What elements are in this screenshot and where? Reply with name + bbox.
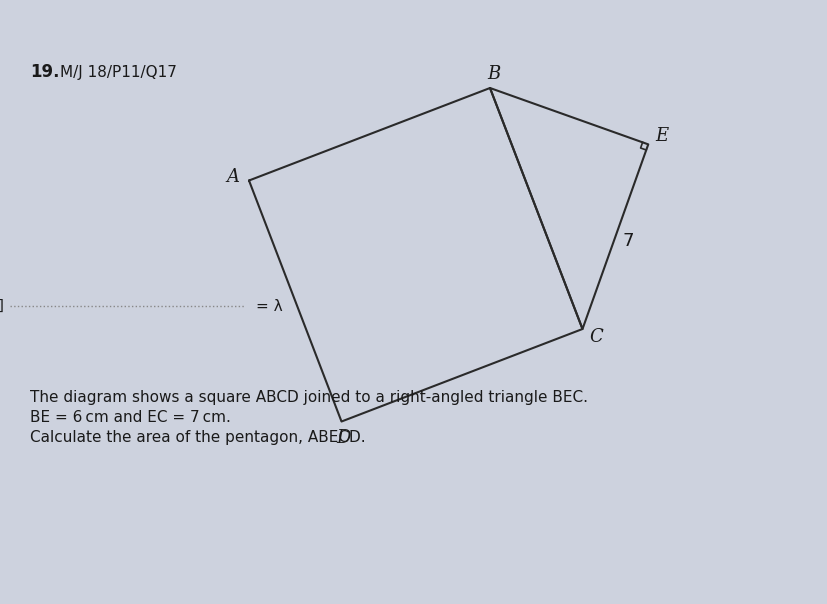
Text: E: E: [655, 127, 668, 146]
Text: A: A: [227, 167, 239, 185]
Text: C: C: [589, 328, 603, 346]
Text: = λ: = λ: [256, 298, 282, 313]
Text: The diagram shows a square ABCD joined to a right-angled triangle BEC.: The diagram shows a square ABCD joined t…: [30, 390, 587, 405]
Text: Calculate the area of the pentagon, ABECD.: Calculate the area of the pentagon, ABEC…: [30, 430, 366, 445]
Text: [1]: [1]: [0, 299, 5, 313]
Text: D: D: [336, 428, 351, 446]
Text: 19.: 19.: [30, 63, 60, 81]
Text: M/J 18/P11/Q17: M/J 18/P11/Q17: [60, 65, 177, 80]
Text: BE = 6 cm and EC = 7 cm.: BE = 6 cm and EC = 7 cm.: [30, 410, 231, 425]
Text: 7: 7: [622, 233, 633, 251]
Text: B: B: [487, 65, 500, 83]
